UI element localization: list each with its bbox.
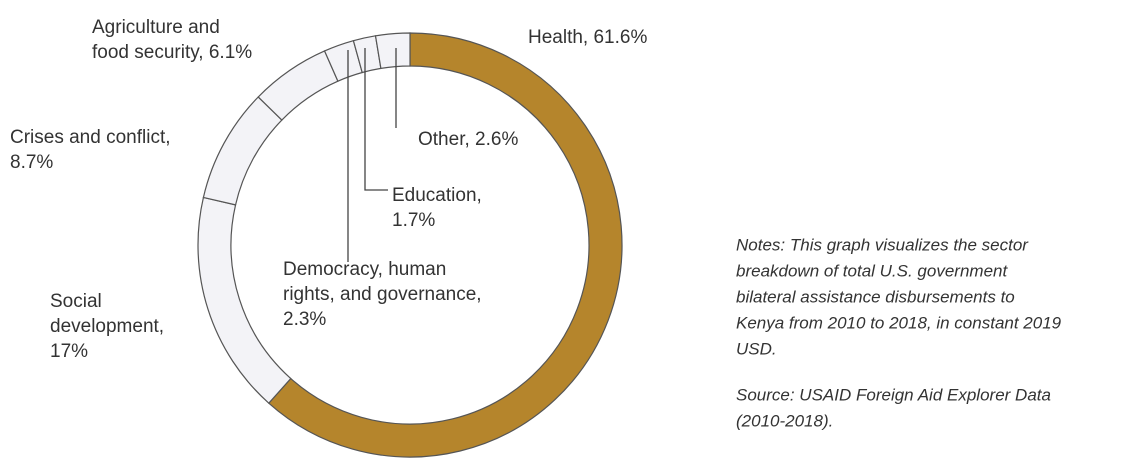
segment-label: 8.7% <box>10 152 53 173</box>
segment-label: 1.7% <box>392 210 435 231</box>
segment-label: Education, <box>392 185 482 206</box>
note: USD. <box>736 339 777 358</box>
donut-segment <box>267 32 623 458</box>
segment-label: development, <box>50 316 164 337</box>
segment-label: rights, and governance, <box>283 284 482 305</box>
donut-segment <box>202 96 283 206</box>
source: Source: USAID Foreign Aid Explorer Data <box>736 385 1051 404</box>
segment-label: Other, 2.6% <box>418 129 518 150</box>
note: Kenya from 2010 to 2018, in constant 201… <box>736 313 1062 332</box>
segment-label: 17% <box>50 341 88 362</box>
labels: Health, 61.6% Social development, 17% Crises… <box>10 17 647 362</box>
segment-label: Health, 61.6% <box>528 27 647 48</box>
leader-line <box>364 48 388 191</box>
segment-label: Crises and conflict, <box>10 127 171 148</box>
segment-label: food security, 6.1% <box>92 42 252 63</box>
donut <box>197 32 623 458</box>
segment-label: Democracy, human <box>283 259 446 280</box>
source: (2010-2018). <box>736 411 833 430</box>
donut-segment <box>197 196 292 404</box>
note: Notes: This graph visualizes the sector <box>736 235 1029 254</box>
note: bilateral assistance disbursements to <box>736 287 1015 306</box>
segment-label: 2.3% <box>283 309 326 330</box>
segment-label: Social <box>50 291 102 312</box>
notes: Notes: This graph visualizes the sector b… <box>736 235 1062 430</box>
donut-segment <box>374 32 411 70</box>
segment-label: Agriculture and <box>92 17 220 38</box>
note: breakdown of total U.S. government <box>736 261 1008 280</box>
